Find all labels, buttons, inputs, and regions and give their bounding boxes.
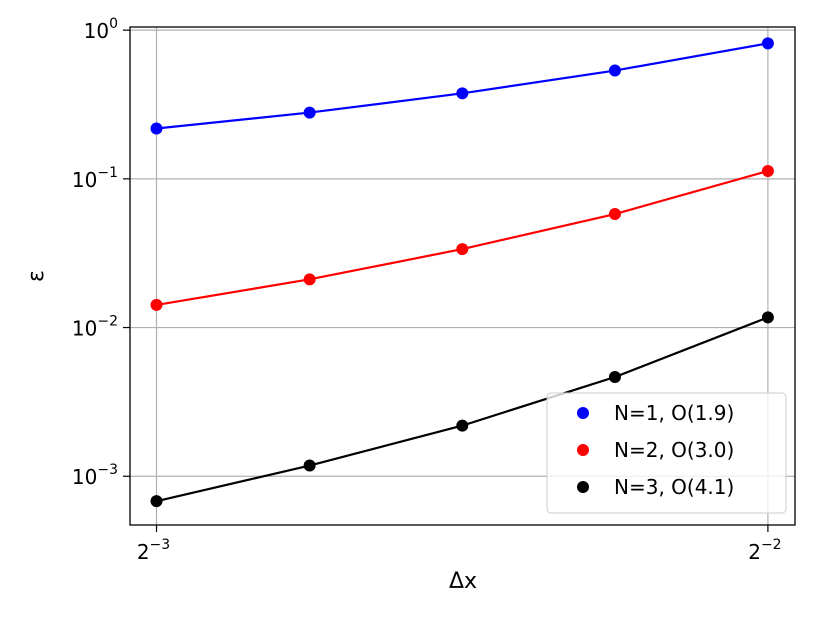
data-point-series-1 [608,64,621,77]
legend: N=1, O(1.9) N=2, O(3.0) N=3, O(4.1) [546,392,787,514]
x-tick-label: 2−2 [748,537,781,564]
legend-label-3: N=3, O(4.1) [614,475,734,499]
y-tick-label: 10−2 [72,314,118,341]
data-point-series-2 [456,243,469,256]
data-point-series-1 [456,87,469,100]
data-point-series-1 [150,122,163,135]
data-point-series-2 [608,208,621,221]
legend-marker-3 [577,481,589,493]
legend-label-1: N=1, O(1.9) [614,401,734,425]
legend-box [546,392,787,514]
y-tick-label: 100 [84,16,118,43]
data-point-series-1 [761,37,774,50]
y-axis-label: ε [24,270,49,282]
data-point-series-3 [456,419,469,432]
data-point-series-1 [303,106,316,119]
data-point-series-2 [303,273,316,286]
series-layer [150,37,774,508]
data-point-series-3 [150,495,163,508]
tick-layer: 2−3 2−2 10−3 10−2 10−1 100 [72,16,782,564]
data-point-series-2 [761,164,774,177]
data-point-series-3 [761,311,774,324]
data-point-series-2 [150,298,163,311]
legend-marker-2 [577,444,589,456]
legend-label-2: N=2, O(3.0) [614,438,734,462]
x-tick-label: 2−3 [137,537,170,564]
y-tick-label: 10−3 [72,462,118,489]
data-point-series-3 [608,370,621,383]
x-axis-label: Δx [449,569,477,594]
legend-marker-1 [577,407,589,419]
series-line-1 [156,42,769,130]
grid-lines [130,27,795,525]
y-tick-label: 10−1 [72,165,118,192]
series-line-2 [156,169,769,306]
plot-frame [129,26,796,526]
data-point-series-3 [303,459,316,472]
